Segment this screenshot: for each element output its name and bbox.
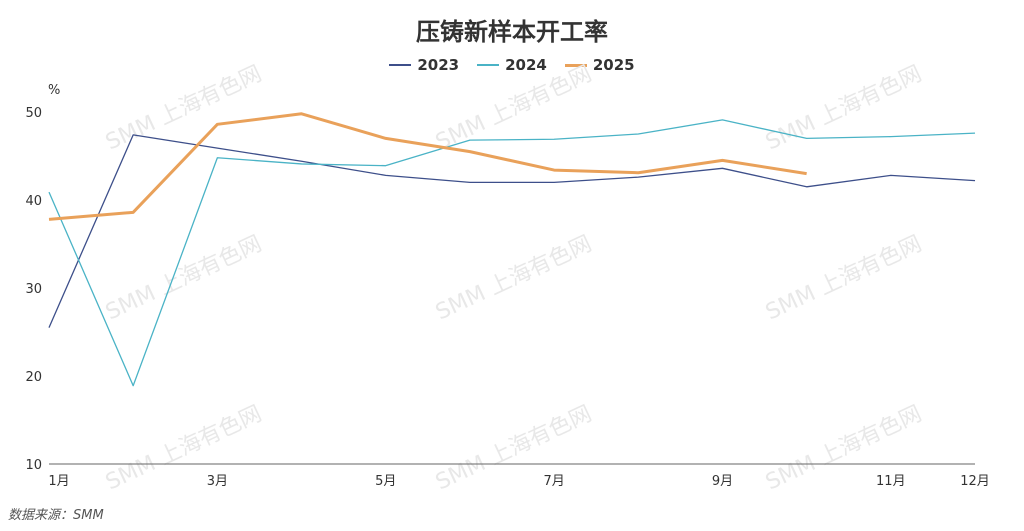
y-tick-label: 10	[25, 458, 42, 473]
legend-swatch	[389, 64, 412, 66]
legend-label: 2025	[592, 56, 635, 74]
watermark: SMM 上海有色网	[762, 231, 926, 325]
legend-swatch	[564, 63, 587, 67]
legend: 2023 2024 2025	[0, 56, 1024, 74]
x-tick-label: 12月	[960, 474, 990, 489]
legend-item-2023[interactable]: 2023	[389, 56, 459, 74]
watermark: SMM 上海有色网	[102, 401, 266, 495]
watermark: SMM 上海有色网	[102, 231, 266, 325]
series-line-2025	[48, 112, 807, 221]
x-tick-label: 9月	[712, 474, 733, 489]
watermark: SMM 上海有色网	[432, 231, 596, 325]
legend-swatch	[477, 64, 500, 66]
series-line-2023	[48, 134, 976, 328]
x-tick-label: 7月	[543, 474, 564, 489]
x-tick-label: 11月	[876, 474, 906, 489]
x-tick-label: 5月	[375, 474, 396, 489]
legend-item-2025[interactable]: 2025	[564, 56, 635, 74]
x-tick-label: 1月	[48, 474, 69, 489]
legend-item-2024[interactable]: 2024	[477, 56, 547, 74]
y-tick-label: 30	[25, 282, 42, 297]
chart-title: 压铸新样本开工率	[416, 18, 608, 46]
legend-label: 2024	[505, 56, 547, 74]
y-tick-label: 20	[25, 370, 42, 385]
y-axis-unit: %	[48, 83, 60, 98]
watermark: SMM 上海有色网	[432, 61, 596, 155]
y-tick-label: 40	[25, 194, 42, 209]
watermark: SMM 上海有色网	[102, 61, 266, 155]
watermark: SMM 上海有色网	[762, 61, 926, 155]
x-tick-label: 3月	[207, 474, 228, 489]
legend-label: 2023	[417, 56, 460, 74]
y-tick-label: 50	[25, 106, 42, 121]
watermark: SMM 上海有色网	[432, 401, 596, 495]
data-source: 数据来源：SMM	[8, 508, 104, 523]
series-line-2024	[48, 119, 976, 387]
